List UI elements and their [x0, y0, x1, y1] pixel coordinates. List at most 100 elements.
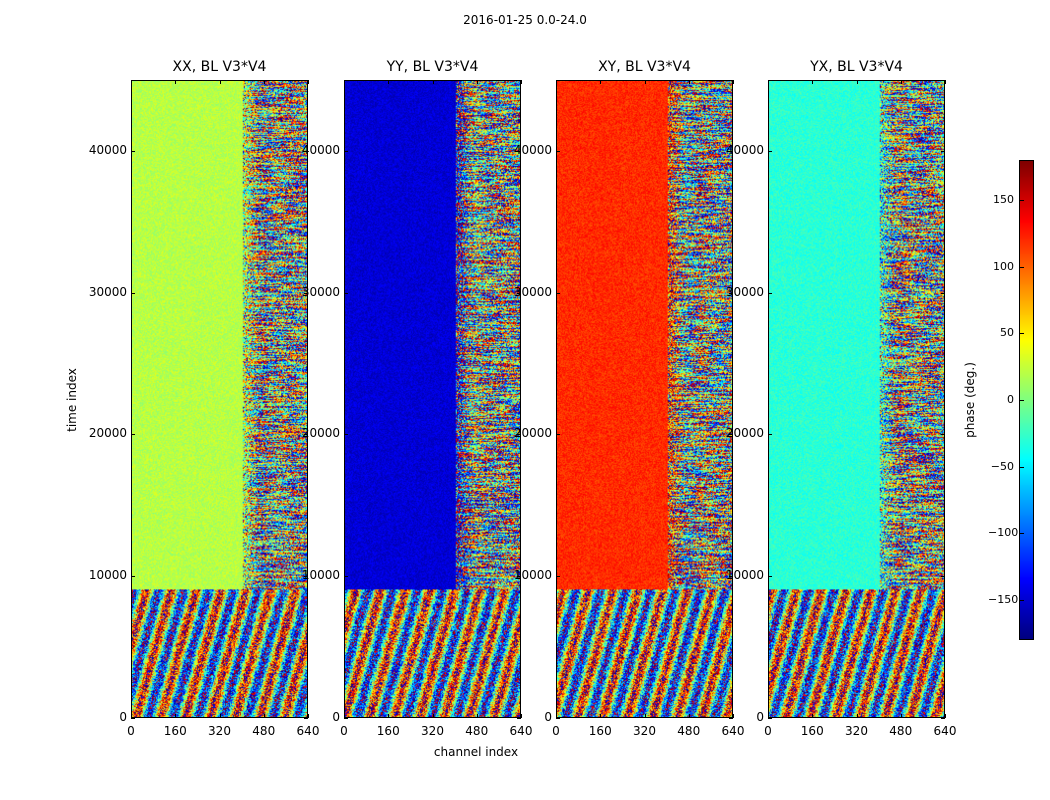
x-tick	[768, 80, 769, 84]
y-tick	[131, 292, 135, 294]
heatmap-panel	[131, 80, 308, 718]
y-tick	[729, 718, 733, 719]
y-tick	[131, 434, 135, 436]
y-axis-label: time index	[65, 368, 79, 432]
y-tick-label: 10000	[88, 568, 127, 583]
x-tick	[812, 80, 814, 84]
x-tick-label: 480	[465, 724, 489, 738]
colorbar-tick-label: −100	[988, 526, 1019, 540]
x-tick	[308, 80, 309, 84]
y-tick	[556, 150, 560, 152]
y-tick-label: 0	[119, 710, 127, 724]
y-tick	[304, 150, 308, 152]
x-tick	[175, 714, 177, 718]
x-tick	[600, 80, 602, 84]
x-tick	[688, 80, 690, 84]
x-tick	[733, 80, 734, 84]
x-tick	[945, 714, 946, 718]
x-tick-label: 320	[633, 724, 656, 738]
x-tick	[175, 80, 177, 84]
y-tick-label: 20000	[88, 426, 127, 441]
y-tick-label: 10000	[513, 568, 552, 583]
y-tick-label: 40000	[301, 142, 340, 157]
colorbar-tick-label: −50	[990, 459, 1014, 473]
x-tick	[900, 80, 902, 84]
colorbar-tick	[1019, 533, 1024, 535]
y-tick	[729, 576, 733, 578]
y-tick	[768, 150, 772, 152]
colorbar-label: phase (deg.)	[963, 362, 977, 438]
x-tick-label: 160	[588, 724, 612, 738]
x-tick	[476, 80, 478, 84]
x-tick-label: 0	[764, 724, 772, 738]
colorbar-tick	[1019, 266, 1024, 268]
y-tick	[131, 576, 135, 578]
y-tick-label: 30000	[725, 284, 764, 299]
x-tick	[263, 80, 265, 84]
colorbar-tick	[1019, 200, 1024, 201]
y-tick-label: 20000	[513, 426, 552, 441]
y-tick-label: 30000	[513, 284, 552, 299]
colorbar-tick	[1019, 400, 1024, 401]
y-tick	[344, 292, 348, 294]
y-tick	[768, 576, 772, 578]
x-tick	[521, 80, 522, 84]
y-tick	[517, 434, 521, 436]
x-tick	[219, 80, 221, 84]
x-tick	[388, 80, 390, 84]
x-tick	[688, 714, 690, 718]
y-tick-label: 40000	[513, 142, 552, 157]
panel-title: XX, BL V3*V4	[172, 59, 267, 75]
colorbar-tick-label: −150	[988, 593, 1019, 606]
heatmap-panel	[556, 80, 733, 718]
x-tick	[432, 80, 434, 84]
y-tick	[941, 150, 945, 152]
y-tick-label: 10000	[725, 568, 764, 583]
x-tick	[476, 714, 478, 718]
y-tick-label: 0	[544, 710, 552, 724]
x-tick	[263, 714, 265, 718]
x-axis-label: channel index	[433, 745, 519, 759]
x-tick-label: 160	[800, 724, 824, 738]
y-tick-label: 0	[332, 710, 340, 724]
y-tick	[517, 150, 521, 152]
x-tick	[131, 714, 132, 718]
x-tick-label: 640	[296, 724, 320, 738]
y-tick	[941, 292, 945, 294]
y-tick-label: 20000	[725, 426, 764, 441]
y-tick	[556, 718, 560, 719]
phase-heatmap	[557, 81, 732, 717]
y-tick	[729, 434, 733, 436]
y-tick	[517, 718, 521, 719]
x-tick	[521, 714, 522, 718]
y-tick	[304, 292, 308, 294]
x-tick	[556, 80, 557, 84]
x-tick-label: 160	[376, 724, 400, 738]
x-tick	[556, 714, 557, 718]
x-tick	[432, 714, 434, 718]
x-tick	[344, 714, 345, 718]
x-tick-label: 320	[421, 724, 444, 738]
x-tick-label: 0	[127, 724, 135, 738]
heatmap-panel	[344, 80, 521, 718]
phase-heatmap	[132, 81, 307, 717]
x-tick	[644, 80, 646, 84]
x-tick	[308, 714, 309, 718]
phase-heatmap	[769, 81, 944, 717]
y-tick-label: 20000	[301, 426, 340, 441]
y-tick	[556, 292, 560, 294]
x-tick	[733, 714, 734, 718]
y-tick	[729, 150, 733, 152]
heatmap-panel	[768, 80, 945, 718]
y-tick	[556, 434, 560, 436]
y-tick	[768, 718, 772, 719]
colorbar-tick-label: 50	[1000, 326, 1014, 340]
panel-title: YX, BL V3*V4	[810, 59, 903, 75]
y-tick	[344, 576, 348, 578]
y-tick	[344, 150, 348, 152]
panel-title: XY, BL V3*V4	[598, 59, 691, 75]
y-tick	[304, 434, 308, 436]
colorbar-tick	[1019, 466, 1024, 468]
x-tick	[768, 714, 769, 718]
